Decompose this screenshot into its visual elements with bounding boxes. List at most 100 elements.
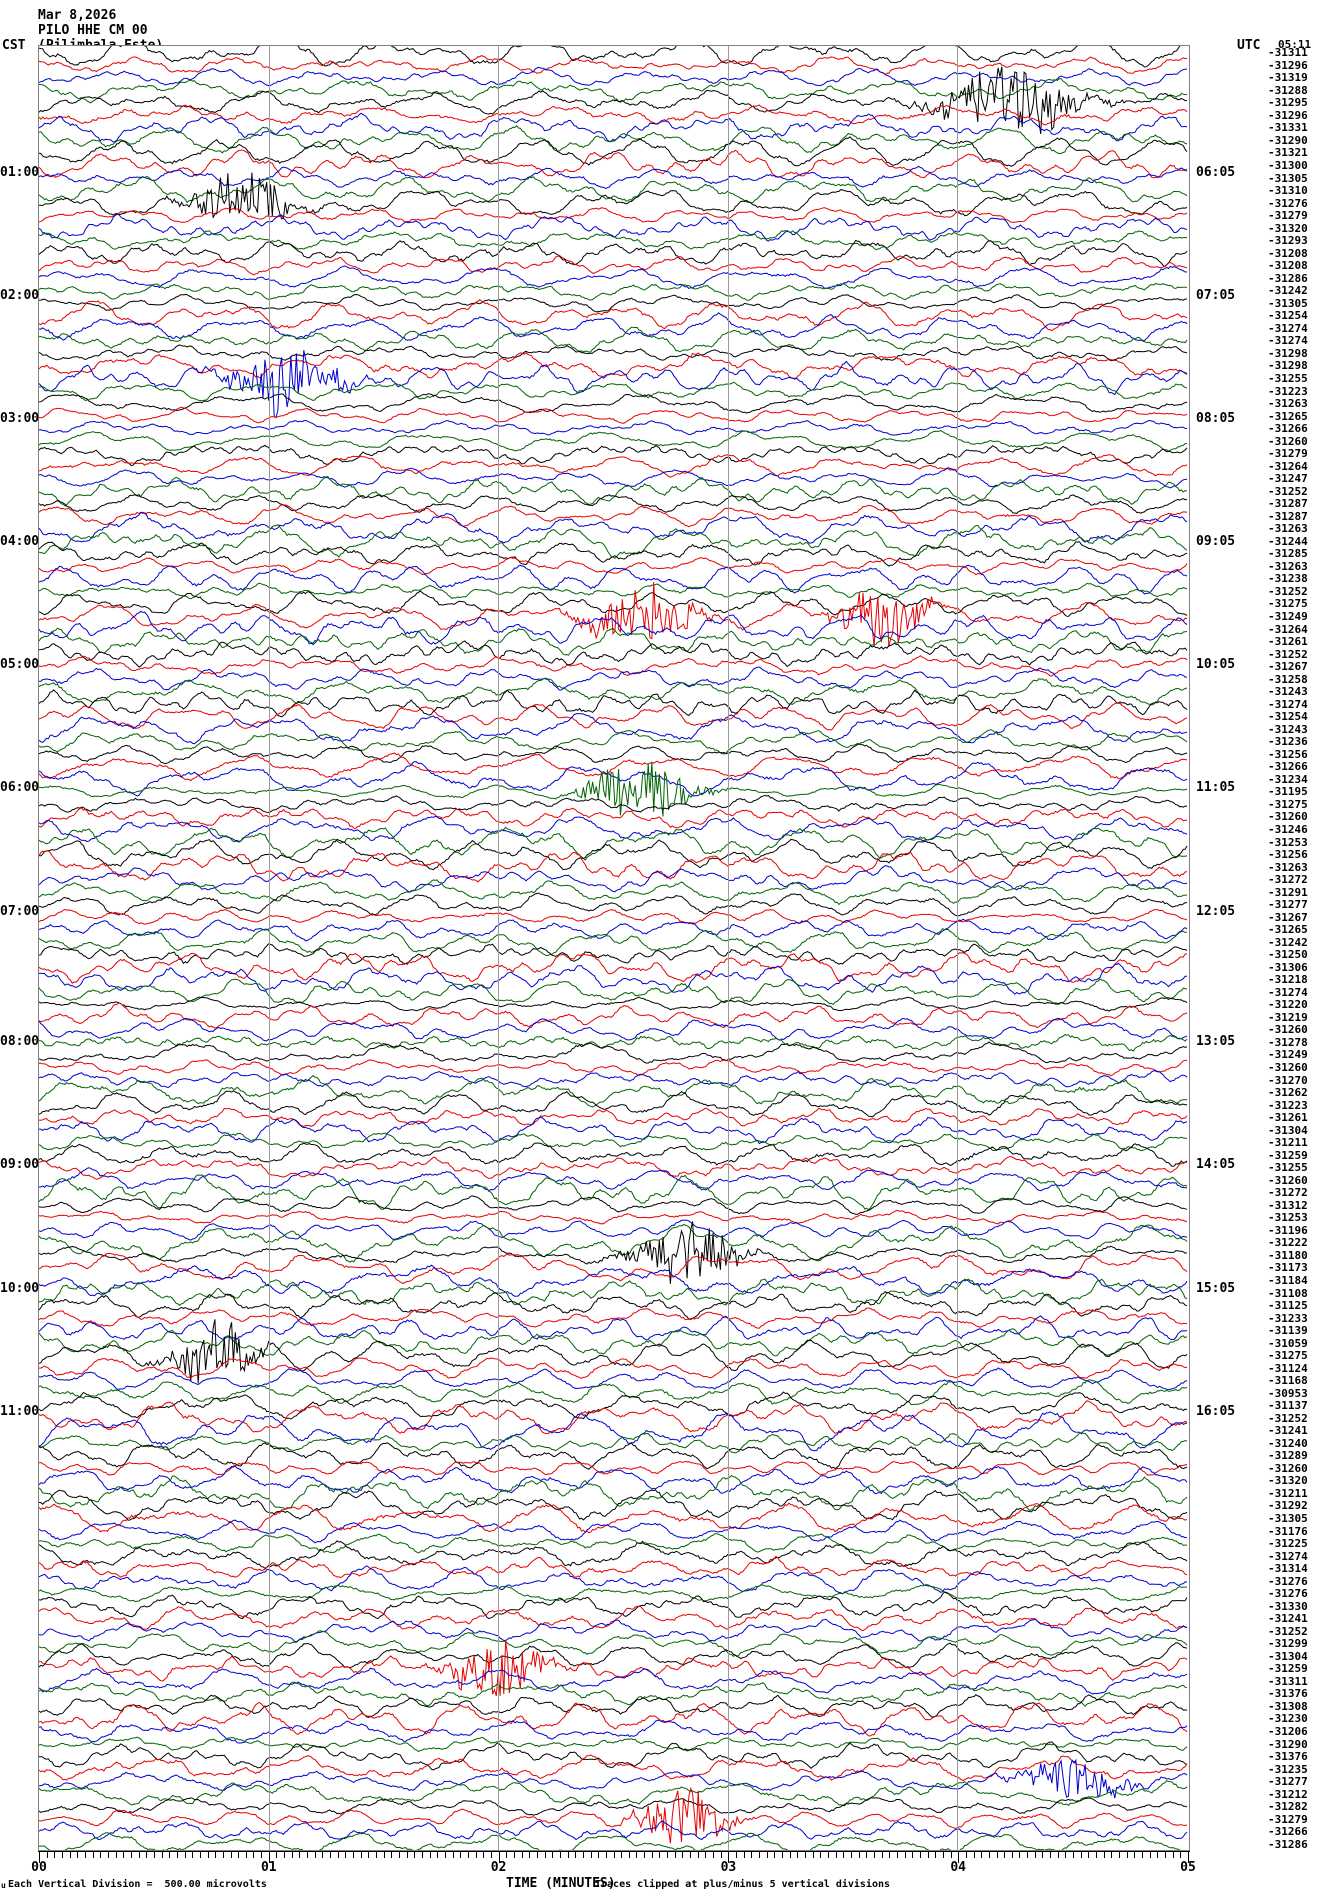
trace-value: -31286 [1268,1837,1308,1851]
x-tick-minor [215,1852,217,1858]
x-tick-minor [552,1852,554,1858]
x-tick-minor [475,1852,477,1858]
hour-label-utc-6: 12:05 [1196,904,1236,919]
hour-label-utc-9: 15:05 [1196,1281,1236,1296]
x-tick-minor [881,1852,883,1858]
trace-value: -31277 [1268,898,1308,912]
x-tick-label: 02 [490,1860,507,1875]
x-tick-minor [353,1852,355,1858]
hour-label-cst-6: 07:00 [0,904,40,919]
seismic-trace [39,640,1188,668]
seismic-trace [39,1780,1188,1806]
seismic-trace [39,666,1188,691]
x-tick-minor [812,1852,814,1858]
seismic-trace [39,66,1188,134]
x-tick-minor [115,1852,117,1858]
seismic-trace [39,1155,1188,1180]
hour-label-utc-1: 07:05 [1196,288,1236,303]
x-tick-minor [1004,1852,1006,1858]
trace-value: -31222 [1268,1236,1308,1250]
trace-value: -31241 [1268,1424,1308,1438]
x-tick-minor [590,1852,592,1858]
seismic-trace [39,283,1188,301]
trace-value: -31246 [1268,822,1308,836]
x-tick-minor [674,1852,676,1858]
trace-value: -31266 [1268,1825,1308,1839]
x-tick-minor [567,1852,569,1858]
trace-value: -31266 [1268,422,1308,436]
trace-value: -31306 [1268,960,1308,974]
trace-value: -31255 [1268,1161,1308,1175]
x-tick-minor [843,1852,845,1858]
x-tick-minor [130,1852,132,1858]
trace-value: -31252 [1268,584,1308,598]
seismic-trace [39,1681,1188,1707]
trace-value: -31176 [1268,1524,1308,1538]
seismic-trace [39,265,1188,290]
trace-value: -31300 [1268,159,1308,172]
trace-value: -31320 [1268,1474,1308,1488]
x-tick-minor [736,1852,738,1858]
seismic-trace [39,556,1188,576]
header-date: Mar 8,2026 [38,8,117,23]
trace-value: -31252 [1268,647,1308,661]
seismic-trace [39,850,1188,883]
trace-value: -31234 [1268,772,1308,786]
x-tick-minor [996,1852,998,1858]
trace-value: -31314 [1268,1562,1308,1576]
trace-value: -31249 [1268,1048,1308,1062]
x-axis-title: TIME (MINUTES) [506,1876,616,1891]
trace-value: -31225 [1268,1537,1308,1551]
x-tick-minor [437,1852,439,1858]
trace-value: -31298 [1268,359,1308,373]
trace-value: -31275 [1268,597,1308,611]
x-tick-minor [613,1852,615,1858]
trace-value: -31259 [1268,1148,1308,1162]
seismic-trace [39,1059,1188,1077]
x-tick-major [728,1852,730,1863]
x-tick-minor [1088,1852,1090,1858]
trace-value: -31208 [1268,246,1308,260]
x-tick-minor [927,1852,929,1858]
trace-value: -31288 [1268,83,1308,97]
trace-value: -31376 [1268,1750,1308,1764]
seismogram-plot[interactable] [38,45,1190,1851]
trace-value: -31266 [1268,760,1308,774]
trace-value: -31260 [1268,1461,1308,1475]
seismic-trace [39,175,1188,204]
trace-value: -31264 [1268,622,1308,636]
trace-value: -31305 [1268,171,1308,185]
trace-value: -31249 [1268,610,1308,623]
x-tick-minor [1134,1852,1136,1858]
trace-value: -31254 [1268,309,1308,323]
x-tick-minor [904,1852,906,1858]
trace-value: -31267 [1268,910,1308,924]
trace-value: -31275 [1268,1349,1308,1363]
trace-value: -31274 [1268,697,1308,711]
minute-gridline [269,46,270,1850]
x-tick-minor [667,1852,669,1858]
x-tick-minor [169,1852,171,1858]
trace-value: -31264 [1268,459,1308,473]
x-tick-major [498,1852,500,1863]
trace-value: -31238 [1268,572,1308,586]
x-tick-minor [253,1852,255,1858]
seismic-trace [39,511,1188,544]
trace-value: -31276 [1268,1574,1308,1588]
x-tick-minor [835,1852,837,1858]
seismic-trace [39,1754,1188,1782]
x-tick-minor [559,1852,561,1858]
trace-value: -31223 [1268,1098,1308,1112]
x-tick-minor [230,1852,232,1858]
seismic-trace [39,1041,1188,1064]
trace-value: -31252 [1268,1624,1308,1638]
trace-value: -31253 [1268,835,1308,849]
hour-label-utc-4: 10:05 [1196,657,1236,672]
x-tick-major [39,1852,40,1863]
trace-value: -31260 [1268,1061,1308,1074]
seismic-trace [39,807,1188,830]
seismic-trace [39,1736,1188,1752]
trace-value: -31184 [1268,1273,1308,1287]
trace-value: -31376 [1268,1687,1308,1701]
scale-unit-marker: u [1,1881,6,1890]
